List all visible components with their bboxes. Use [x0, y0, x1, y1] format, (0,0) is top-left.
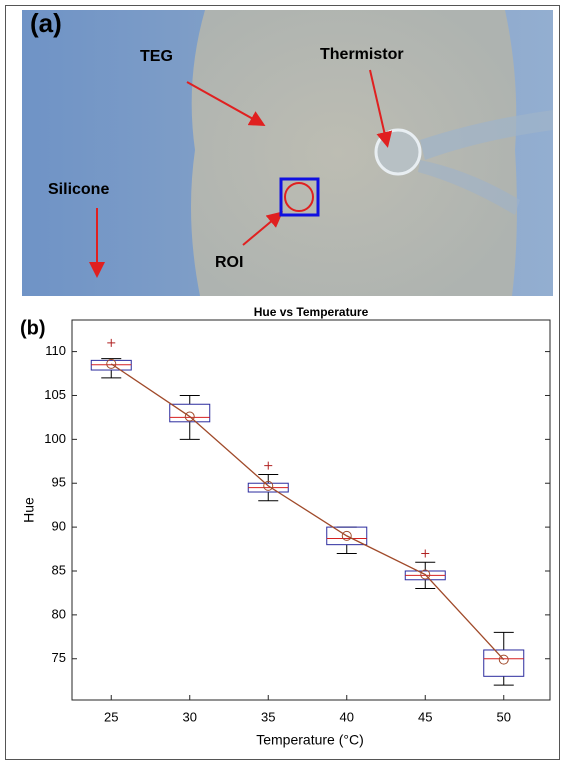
mean-line	[110, 363, 505, 661]
plot-frame	[71, 319, 551, 701]
wire	[420, 110, 553, 160]
x-axis-label: Temperature (°C)	[256, 732, 364, 748]
outlier	[421, 549, 430, 558]
arrow	[186, 81, 266, 126]
annotation: Thermistor	[320, 46, 404, 63]
y-tick-label: 90	[52, 519, 66, 534]
y-tick-label: 75	[52, 650, 66, 665]
y-axis-label: Hue	[21, 497, 37, 523]
whisker-low	[179, 421, 200, 440]
thermistor	[374, 128, 422, 176]
x-tick-label: 45	[418, 709, 432, 724]
roi-box	[279, 177, 320, 217]
mean-marker	[420, 569, 431, 580]
x-tick-label: 50	[497, 709, 511, 724]
whisker-low	[101, 370, 122, 379]
whisker-low	[258, 492, 279, 502]
box-chart: (b) Hue vs Temperature Temperature (°C) …	[20, 305, 551, 748]
mean-marker	[184, 411, 195, 422]
x-tick-label: 35	[261, 709, 275, 724]
arrow	[369, 69, 393, 148]
y-tick-label: 110	[45, 343, 66, 358]
y-tick-label: 80	[52, 606, 66, 621]
figure-border	[5, 5, 560, 760]
x-tick-label: 25	[104, 709, 118, 724]
x-tick-label: 30	[183, 709, 197, 724]
mean-marker	[498, 654, 509, 665]
whisker-high	[493, 631, 514, 650]
annotation: ROI	[215, 254, 243, 271]
y-tick-label: 100	[44, 431, 66, 446]
box	[483, 649, 525, 677]
whisker-low	[336, 544, 357, 554]
arrow	[242, 211, 284, 246]
annotation: Silicone	[48, 181, 109, 198]
outlier	[107, 338, 116, 347]
roi-circle	[284, 182, 314, 212]
mean-marker	[341, 530, 352, 541]
box	[326, 526, 368, 546]
y-tick-label: 85	[52, 562, 66, 577]
wire	[418, 160, 520, 215]
y-tick-label: 105	[44, 387, 66, 402]
mean-marker	[106, 358, 117, 369]
whisker-high	[179, 394, 200, 405]
annotation: TEG	[140, 48, 173, 65]
mean-marker	[263, 480, 274, 491]
panel-label: (a)	[30, 8, 62, 38]
whisker-low	[493, 676, 514, 686]
chart-title: Hue vs Temperature	[254, 305, 369, 319]
y-tick-label: 95	[52, 475, 66, 490]
panel-label: (b)	[20, 317, 46, 339]
whisker-low	[415, 579, 436, 590]
x-tick-label: 40	[340, 709, 354, 724]
outlier	[264, 461, 273, 470]
box	[169, 403, 211, 423]
photo: (a) TEG Thermistor Silicone ROI	[22, 8, 553, 296]
